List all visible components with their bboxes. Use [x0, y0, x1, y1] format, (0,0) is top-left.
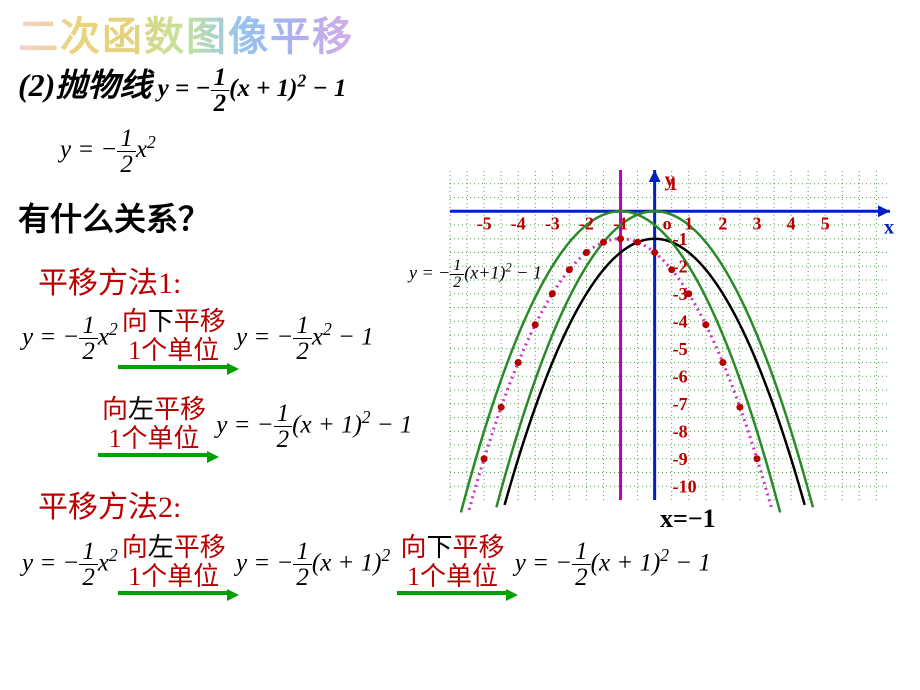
arrow-down-2: 向下平移 1个单位	[397, 534, 509, 595]
method2-steps: y = −12x2 向左平移 1个单位 y = −12(x + 1)2 向下平移…	[22, 534, 711, 595]
svg-text:-3: -3	[545, 213, 560, 233]
method1-step2: 向左平移 1个单位 y = −12(x + 1)2 − 1	[98, 396, 412, 457]
svg-text:-10: -10	[673, 476, 697, 496]
chart-equation-label: y = −12(x+1)2 − 1	[409, 258, 542, 291]
problem-prefix: (2)抛物线	[18, 67, 151, 103]
svg-text:-5: -5	[477, 213, 492, 233]
arrow-left-2: 向左平移 1个单位	[118, 534, 230, 595]
svg-text:-1: -1	[673, 229, 688, 249]
equation-base: y = −12x2	[60, 126, 156, 177]
svg-text:5: 5	[821, 213, 830, 233]
method1-header: 平移方法1:	[38, 258, 181, 302]
svg-text:-2: -2	[673, 256, 688, 276]
svg-text:y: y	[665, 169, 675, 191]
svg-text:-1: -1	[613, 213, 628, 233]
equation-target: y = −12(x + 1)2 − 1	[151, 75, 346, 102]
svg-text:-8: -8	[673, 421, 688, 441]
svg-text:-3: -3	[673, 284, 688, 304]
arrow-left-1: 向左平移 1个单位	[98, 396, 210, 457]
svg-text:3: 3	[752, 213, 761, 233]
svg-text:-6: -6	[673, 366, 688, 386]
svg-text:-5: -5	[673, 339, 688, 359]
svg-text:2: 2	[718, 213, 727, 233]
arrow-down-1: 向下平移 1个单位	[118, 308, 230, 369]
svg-text:-2: -2	[579, 213, 594, 233]
svg-text:-9: -9	[673, 449, 688, 469]
parabola-chart: -5-4-3-2-1123451-1-2-3-4-5-6-7-8-9-10xyo	[430, 150, 910, 520]
page-watermark-title: 二次函数图像平移	[18, 4, 354, 62]
question-text: 有什么关系？	[18, 194, 210, 240]
svg-text:-4: -4	[673, 311, 688, 331]
problem-line: (2)抛物线 y = −12(x + 1)2 − 1	[18, 60, 346, 116]
svg-text:-7: -7	[673, 394, 688, 414]
svg-text:o: o	[663, 213, 672, 233]
chart-svg: -5-4-3-2-1123451-1-2-3-4-5-6-7-8-9-10xyo	[430, 150, 910, 520]
svg-text:4: 4	[787, 213, 796, 233]
method2-header: 平移方法2:	[38, 482, 181, 526]
svg-text:x: x	[884, 216, 894, 238]
vline-label: x=−1	[660, 504, 716, 534]
method1-step1: y = −12x2 向下平移 1个单位 y = −12x2 − 1	[22, 308, 374, 369]
svg-text:-4: -4	[511, 213, 526, 233]
